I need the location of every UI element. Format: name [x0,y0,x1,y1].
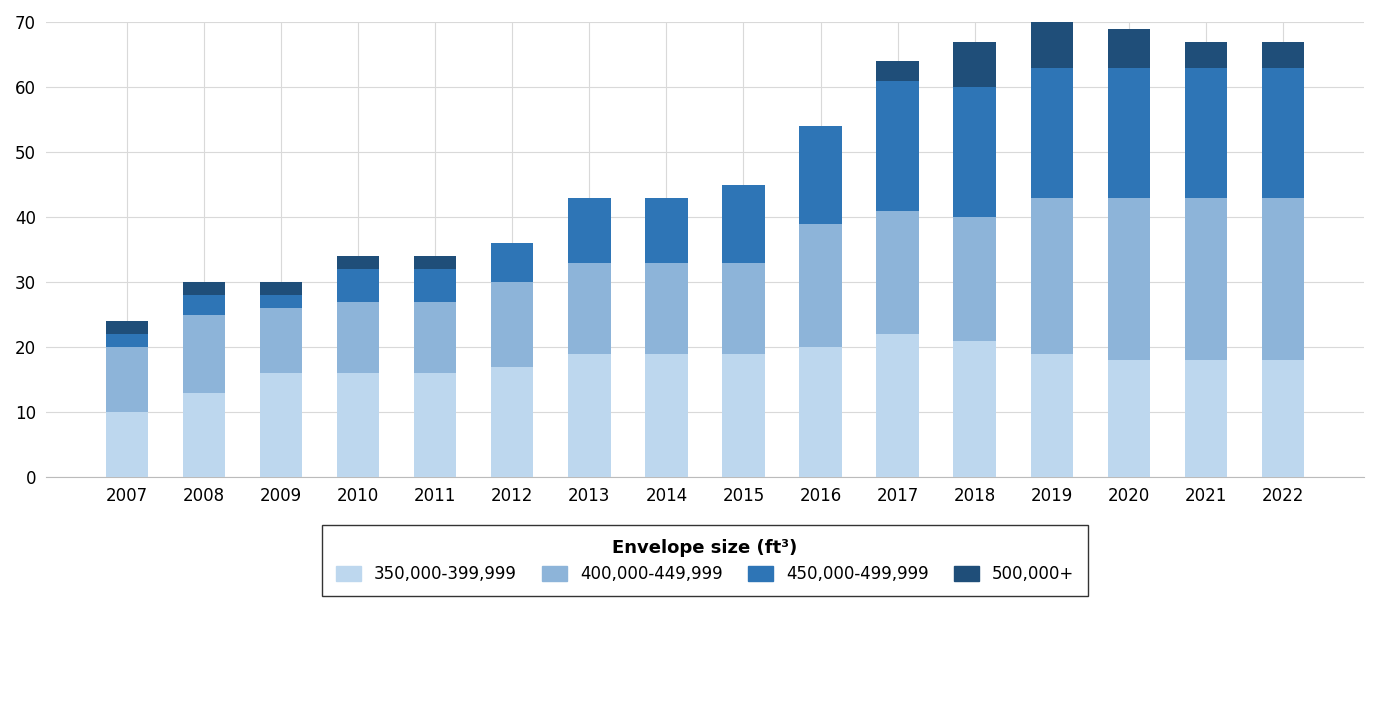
Bar [414,269,456,302]
Bar [800,126,841,223]
Bar [259,282,302,295]
Bar [1107,68,1150,197]
Bar [723,354,764,477]
Bar [106,334,148,347]
Bar [568,262,611,354]
Bar [414,256,456,269]
Bar [953,42,996,87]
Bar [953,87,996,217]
Bar [877,334,918,477]
Bar [106,321,148,334]
Bar [259,308,302,373]
Bar [1030,22,1073,68]
Bar [183,282,225,295]
Bar [491,243,534,282]
Bar [1030,354,1073,477]
Bar [259,373,302,477]
Bar [183,295,225,315]
Bar [1262,360,1305,477]
Bar [645,197,688,262]
Bar [877,211,918,334]
Bar [491,367,534,477]
Bar [1185,360,1227,477]
Bar [336,256,379,269]
Bar [106,412,148,477]
Bar [877,61,918,81]
Bar [1262,68,1305,197]
Bar [491,282,534,367]
Bar [183,392,225,477]
Bar [336,269,379,302]
Bar [953,341,996,477]
Bar [414,302,456,373]
Bar [1030,197,1073,354]
Bar [800,347,841,477]
Bar [1107,360,1150,477]
Bar [259,295,302,308]
Bar [336,373,379,477]
Bar [1107,197,1150,360]
Bar [953,217,996,341]
Bar [568,354,611,477]
Legend: 350,000-399,999, 400,000-449,999, 450,000-499,999, 500,000+: 350,000-399,999, 400,000-449,999, 450,00… [323,525,1088,596]
Bar [568,197,611,262]
Bar [1030,68,1073,197]
Bar [336,302,379,373]
Bar [414,373,456,477]
Bar [723,185,764,262]
Bar [1262,42,1305,68]
Bar [645,262,688,354]
Bar [183,315,225,392]
Bar [1262,197,1305,360]
Bar [1185,42,1227,68]
Bar [1107,28,1150,68]
Bar [106,347,148,412]
Bar [645,354,688,477]
Bar [723,262,764,354]
Bar [877,81,918,211]
Bar [1185,197,1227,360]
Bar [800,223,841,347]
Bar [1185,68,1227,197]
